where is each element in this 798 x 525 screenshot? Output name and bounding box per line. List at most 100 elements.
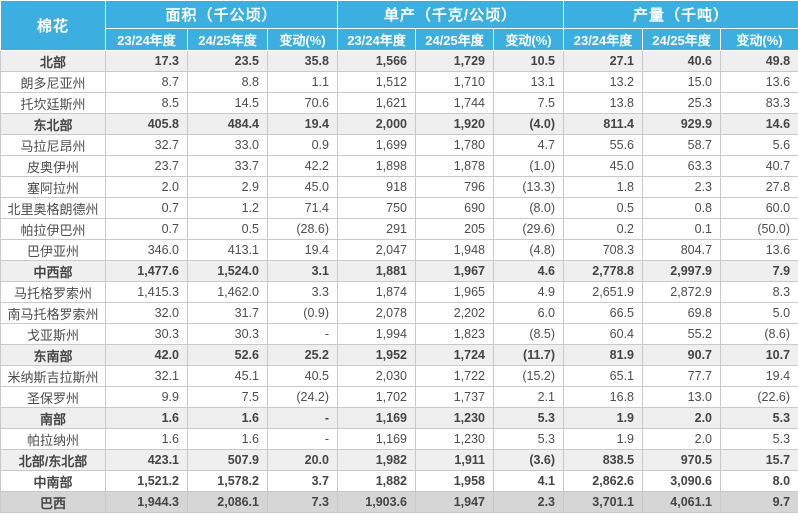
value-cell: 1,958 bbox=[415, 470, 494, 492]
table-row: 米纳斯吉拉斯州 32.1 45.1 40.5 2,030 1,722 (15.2) 65.1 7… bbox=[0, 365, 798, 387]
value-cell: 0.2 bbox=[563, 218, 644, 240]
value-cell: 8.0 bbox=[720, 470, 798, 492]
row-label-cell: 中西部 bbox=[0, 260, 106, 282]
value-cell: 1.1 bbox=[267, 71, 338, 93]
value-cell: 1,702 bbox=[337, 386, 416, 408]
value-cell: 27.1 bbox=[563, 50, 644, 72]
value-cell: 1,415.3 bbox=[105, 281, 188, 303]
value-cell: 1,878 bbox=[415, 155, 494, 177]
table-row: 戈亚斯州 30.3 30.3-1,994 1,823 (8.5) 60.4 55.2 (8.6… bbox=[0, 323, 798, 345]
value-cell: 0.5 bbox=[187, 218, 268, 240]
value-cell: 17.3 bbox=[105, 50, 188, 72]
value-cell: 918 bbox=[337, 176, 416, 198]
value-cell: 15.7 bbox=[720, 449, 798, 471]
cotton-data-table: 棉花 面积（千公顷） 单产（千克/公顷） 产量（千吨） 23/24年度 24/2… bbox=[0, 0, 798, 513]
table-row: 中西部 1,477.6 1,524.0 3.1 1,881 1,967 4.6 2,778.8… bbox=[0, 260, 798, 282]
value-cell: 77.7 bbox=[642, 365, 722, 387]
subheader-area-year1: 23/24年度 bbox=[105, 28, 188, 51]
value-cell: 1,512 bbox=[337, 71, 416, 93]
value-cell: 0.7 bbox=[105, 218, 188, 240]
value-cell: 1.6 bbox=[187, 428, 268, 450]
value-cell: 3,090.6 bbox=[642, 470, 722, 492]
row-label-cell: 中南部 bbox=[0, 470, 106, 492]
subheader-production-year2: 24/25年度 bbox=[642, 28, 722, 51]
table-row: 圣保罗州 9.9 7.5 (24.2) 1,702 1,737 2.1 16.8 13.0 (22… bbox=[0, 386, 798, 408]
value-cell: 405.8 bbox=[105, 113, 188, 135]
value-cell: (4.8) bbox=[492, 239, 565, 261]
value-cell: 19.4 bbox=[267, 113, 338, 135]
value-cell: 58.7 bbox=[642, 134, 722, 156]
value-cell: 13.2 bbox=[563, 71, 644, 93]
table-row: 巴西 1,944.3 2,086.1 7.3 1,903.6 1,947 2.3 3,701.… bbox=[0, 491, 798, 513]
value-cell: - bbox=[267, 407, 338, 429]
value-cell: (11.7) bbox=[492, 344, 565, 366]
value-cell: 811.4 bbox=[563, 113, 644, 135]
value-cell: 20.0 bbox=[267, 449, 338, 471]
value-cell: (15.2) bbox=[492, 365, 565, 387]
value-cell: 2,872.9 bbox=[642, 281, 722, 303]
row-label-cell: 巴西 bbox=[0, 491, 106, 513]
value-cell: (8.0) bbox=[492, 197, 565, 219]
value-cell: (3.6) bbox=[492, 449, 565, 471]
value-cell: 507.9 bbox=[187, 449, 268, 471]
value-cell: 690 bbox=[415, 197, 494, 219]
value-cell: (1.0) bbox=[492, 155, 565, 177]
value-cell: 13.1 bbox=[492, 71, 565, 93]
value-cell: 1.6 bbox=[105, 407, 188, 429]
value-cell: 1,169 bbox=[337, 407, 416, 429]
value-cell: 1,947 bbox=[415, 491, 494, 513]
value-cell: 65.1 bbox=[563, 365, 644, 387]
subheader-yield-year2: 24/25年度 bbox=[415, 28, 494, 51]
value-cell: 55.2 bbox=[642, 323, 722, 345]
value-cell: 1,710 bbox=[415, 71, 494, 93]
value-cell: 10.5 bbox=[492, 50, 565, 72]
value-cell: 804.7 bbox=[642, 239, 722, 261]
corner-cell-cotton: 棉花 bbox=[0, 0, 106, 51]
value-cell: 25.3 bbox=[642, 92, 722, 114]
value-cell: 484.4 bbox=[187, 113, 268, 135]
value-cell: 40.5 bbox=[267, 365, 338, 387]
value-cell: 8.5 bbox=[105, 92, 188, 114]
value-cell: 6.0 bbox=[492, 302, 565, 324]
value-cell: 929.9 bbox=[642, 113, 722, 135]
row-label-cell: 帕拉伊巴州 bbox=[0, 218, 106, 240]
value-cell: (28.6) bbox=[267, 218, 338, 240]
value-cell: 8.7 bbox=[105, 71, 188, 93]
value-cell: (50.0) bbox=[720, 218, 798, 240]
value-cell: 1,699 bbox=[337, 134, 416, 156]
value-cell: 1,230 bbox=[415, 428, 494, 450]
table-row: 朗多尼亚州 8.7 8.8 1.1 1,512 1,710 13.1 13.2 15.0 13.6 bbox=[0, 71, 798, 93]
value-cell: 5.3 bbox=[492, 428, 565, 450]
subheader-yield-year1: 23/24年度 bbox=[337, 28, 416, 51]
value-cell: 8.8 bbox=[187, 71, 268, 93]
table-header: 棉花 面积（千公顷） 单产（千克/公顷） 产量（千吨） 23/24年度 24/2… bbox=[0, 0, 798, 51]
row-label-cell: 帕拉纳州 bbox=[0, 428, 106, 450]
value-cell: 1,737 bbox=[415, 386, 494, 408]
value-cell: 32.0 bbox=[105, 302, 188, 324]
value-cell: 10.7 bbox=[720, 344, 798, 366]
value-cell: 13.0 bbox=[642, 386, 722, 408]
value-cell: 42.0 bbox=[105, 344, 188, 366]
table-row: 皮奥伊州 23.7 33.7 42.2 1,898 1,878 (1.0) 45.0 63.3 4… bbox=[0, 155, 798, 177]
value-cell: 30.3 bbox=[105, 323, 188, 345]
row-label-cell: 托坎廷斯州 bbox=[0, 92, 106, 114]
value-cell: 0.5 bbox=[563, 197, 644, 219]
value-cell: 15.0 bbox=[642, 71, 722, 93]
value-cell: 25.2 bbox=[267, 344, 338, 366]
value-cell: 838.5 bbox=[563, 449, 644, 471]
value-cell: 1,578.2 bbox=[187, 470, 268, 492]
row-label-cell: 皮奥伊州 bbox=[0, 155, 106, 177]
value-cell: - bbox=[267, 428, 338, 450]
value-cell: 1,948 bbox=[415, 239, 494, 261]
value-cell: 2.0 bbox=[642, 407, 722, 429]
value-cell: 1.6 bbox=[105, 428, 188, 450]
value-cell: 1,521.2 bbox=[105, 470, 188, 492]
table-row: 塞阿拉州 2.0 2.9 45.0 918 796 (13.3) 1.8 2.3 27.8 bbox=[0, 176, 798, 198]
value-cell: 2.3 bbox=[492, 491, 565, 513]
value-cell: 2,086.1 bbox=[187, 491, 268, 513]
table-row: 帕拉伊巴州 0.7 0.5 (28.6) 291 205 (29.6) 0.2 0.1 (50.0… bbox=[0, 218, 798, 240]
value-cell: 2.0 bbox=[105, 176, 188, 198]
value-cell: 7.5 bbox=[492, 92, 565, 114]
value-cell: 346.0 bbox=[105, 239, 188, 261]
